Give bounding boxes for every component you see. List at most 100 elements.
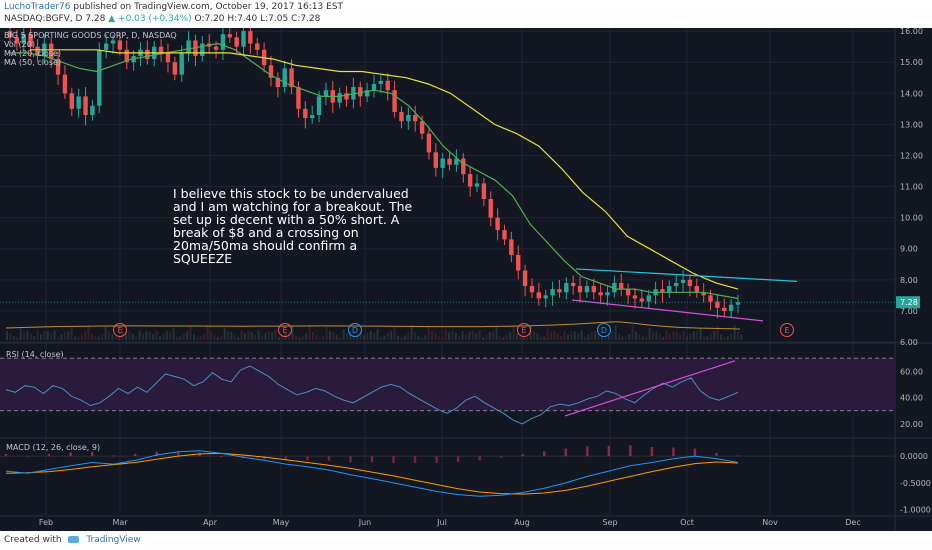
volume-bar [278, 336, 280, 340]
volume-bar [573, 331, 576, 340]
chart-canvas[interactable]: 6.00 7.00 8.00 9.00 10.00 11.00 12.00 13.00 14.0… [0, 28, 932, 531]
time-tick-label: Dec [845, 518, 860, 527]
volume-bar [301, 335, 304, 340]
symbol-label: NASDAQ:BGFV, D [4, 14, 83, 24]
candle-body [488, 198, 493, 218]
volume-bar [363, 335, 365, 340]
macd-histogram-bar [112, 455, 115, 457]
price-tick-label: 15.00 [900, 58, 923, 67]
macd-histogram-bar [564, 448, 567, 457]
candle-body [550, 289, 555, 296]
candle-body [399, 111, 404, 122]
volume-bar [315, 335, 318, 340]
publish-info: published on TradingView.com, October 19… [73, 2, 343, 12]
volume-bar [138, 330, 141, 340]
volume-bar [182, 333, 185, 340]
volume-bar [6, 331, 8, 340]
volume-bar [264, 333, 267, 340]
candle-body [97, 49, 102, 106]
volume-bar [720, 334, 722, 340]
time-tick-label: Nov [762, 518, 778, 527]
volume-bar [369, 331, 372, 340]
candle-body [309, 115, 315, 119]
volume-bar [46, 331, 49, 340]
volume-bar [699, 328, 702, 340]
volume-bar [424, 335, 427, 340]
volume-bar [57, 336, 59, 340]
volume-bar [373, 332, 376, 340]
volume-bar [298, 336, 301, 340]
candle-body [660, 289, 665, 293]
volume-bar [104, 325, 107, 340]
tradingview-link[interactable]: TradingView [86, 535, 141, 545]
macd-histogram-bar [220, 456, 223, 457]
candle-body [447, 158, 452, 165]
candle-body [502, 230, 507, 240]
volume-bar [376, 329, 379, 340]
macd-histogram-bar [284, 456, 288, 461]
event-marker-label: E [521, 326, 526, 335]
volume-bar [431, 331, 433, 340]
volume-bar [349, 331, 352, 340]
volume-bar [152, 334, 155, 340]
volume-bar [179, 336, 182, 340]
candle-body [282, 68, 287, 88]
volume-bar [580, 330, 583, 340]
candle-body [426, 133, 432, 153]
candle-body [268, 65, 274, 78]
volume-bar [121, 328, 124, 340]
candle-body [323, 90, 329, 97]
macd-histogram-bar [521, 454, 524, 457]
volume-bar [560, 336, 563, 340]
legend-ma50: MA (50, close) [4, 58, 62, 67]
volume-bar [77, 336, 80, 340]
macd-histogram-bar [69, 452, 72, 457]
volume-bar [159, 336, 161, 340]
author-link[interactable]: LuchoTrader76 [4, 2, 71, 12]
candle-body [248, 31, 253, 44]
candle-body [667, 286, 672, 293]
volume-bar [400, 336, 403, 340]
volume-bar [312, 332, 314, 340]
volume-bar [740, 334, 743, 340]
volume-bar [12, 336, 15, 340]
volume-bar [723, 336, 726, 340]
volume-bar [29, 333, 32, 340]
volume-bar [686, 336, 688, 340]
volume-bar [291, 326, 294, 340]
event-marker [348, 323, 362, 337]
price-tick-label: 12.00 [900, 151, 923, 160]
volume-bar [318, 336, 321, 340]
volume-bar [118, 336, 121, 340]
volume-bar [492, 331, 495, 340]
volume-bar [665, 330, 668, 340]
macd-histogram-bar [413, 456, 417, 464]
event-marker [113, 323, 127, 337]
candle-body [474, 183, 480, 187]
candle-body [584, 286, 590, 293]
volume-bar [108, 331, 110, 340]
candle-body [495, 217, 500, 231]
volume-bar [594, 331, 597, 340]
volume-bar [332, 332, 335, 340]
macd-histogram-bar [349, 456, 352, 463]
candle-body [344, 93, 349, 100]
volume-bar [203, 333, 206, 340]
candle-body [557, 289, 562, 293]
volume-bar [305, 332, 308, 340]
volume-bar [390, 331, 393, 340]
volume-bar [9, 333, 12, 340]
macd-signal-line [5, 452, 739, 495]
legend-macd: MACD (12, 26, close, 9) [6, 443, 101, 452]
main-legend: BIG 5 SPORTING GOODS CORP, D, NASDAQ Vol… [4, 31, 177, 67]
volume-bar [33, 336, 36, 340]
volume-bar [631, 325, 634, 340]
volume-bar [584, 336, 586, 340]
rsi-trendline [564, 360, 736, 417]
candle-body [413, 115, 418, 122]
volume-bar [16, 336, 19, 340]
candle-body [7, 31, 13, 38]
volume-bar [145, 331, 148, 340]
volume-bar [230, 331, 233, 340]
volume-bar [645, 336, 648, 340]
